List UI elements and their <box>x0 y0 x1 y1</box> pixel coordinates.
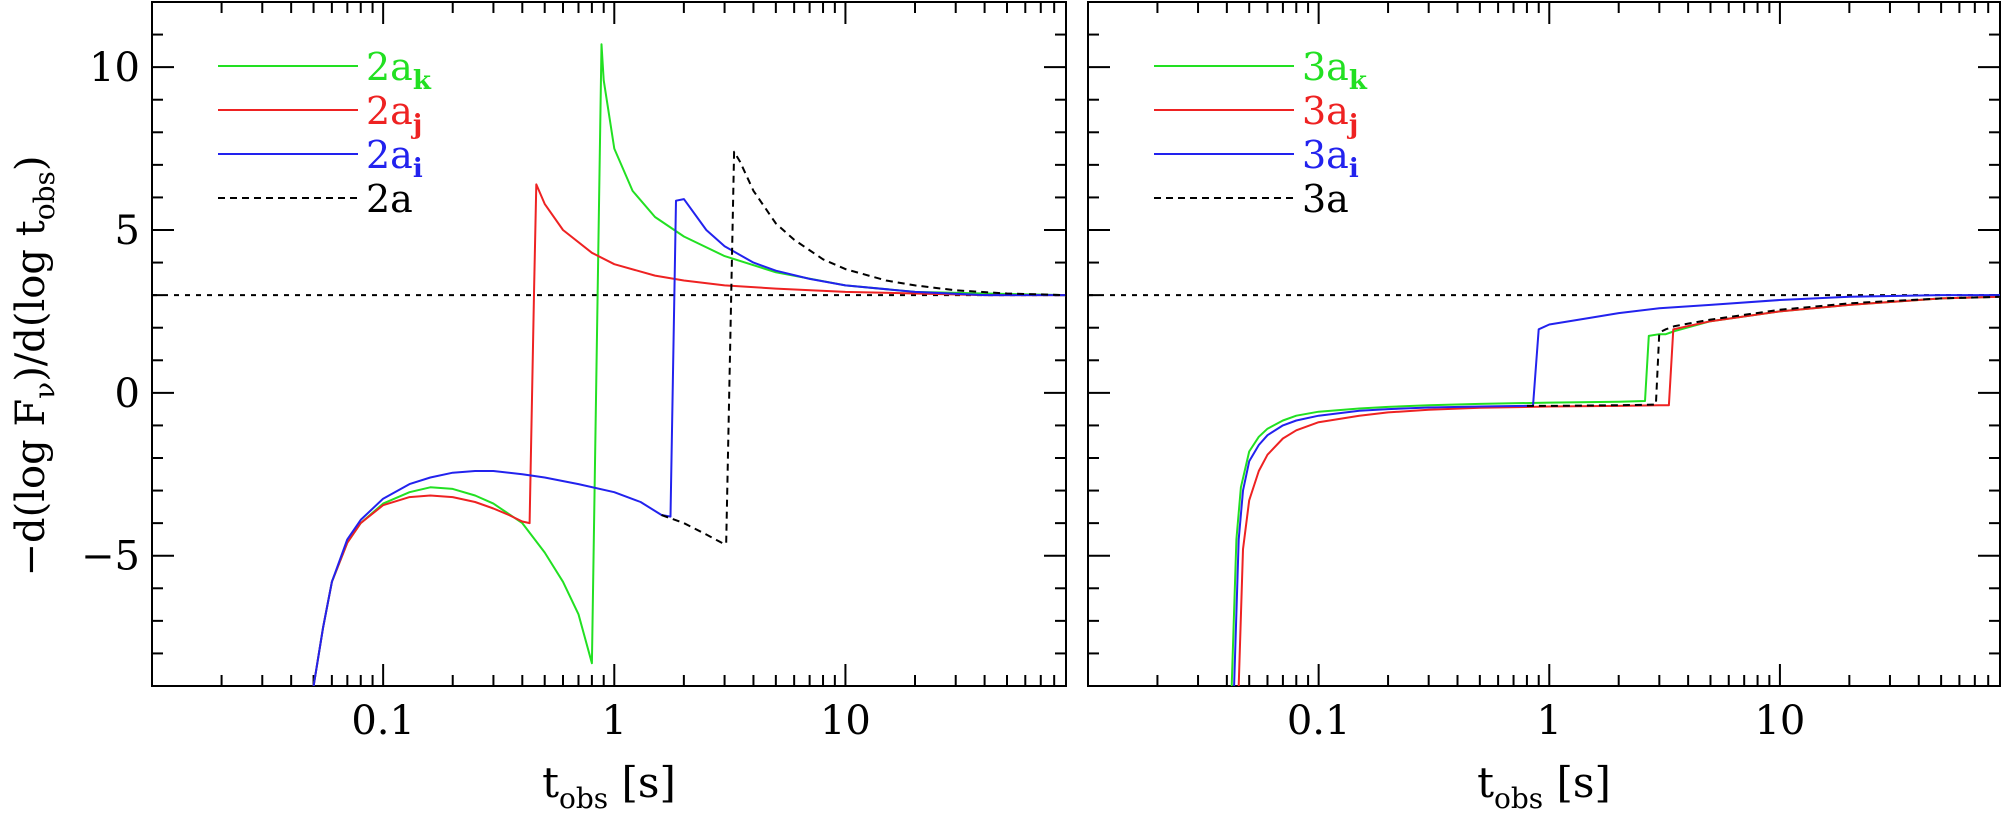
left-series-line-2a <box>661 150 1066 546</box>
right-plot-frame <box>1087 1 2001 687</box>
right-x-tick-label: 1 <box>1537 698 1562 744</box>
right-series-line-3ai <box>1233 294 2000 686</box>
right-x-tick-label: 10 <box>1754 698 1805 744</box>
left-y-tick-label: 5 <box>115 208 140 254</box>
left-y-tick-label: −5 <box>81 534 140 580</box>
left-y-tick-label: 10 <box>89 45 140 91</box>
left-x-tick-label: 1 <box>602 698 627 744</box>
right-series-group <box>1230 294 2000 686</box>
left-series-line-2ak <box>312 43 1066 686</box>
left-y-tick-label: 0 <box>115 371 140 417</box>
left-legend-label: 2a <box>366 177 413 221</box>
right-series-line-3a <box>1526 295 2000 407</box>
right-legend-label: 3aj <box>1302 89 1358 140</box>
left-legend-label: 2ak <box>366 45 432 96</box>
right-series-line-3aj <box>1237 295 2000 686</box>
left-legend-label: 2ai <box>366 133 423 184</box>
left-plot-frame <box>151 1 1067 687</box>
left-x-tick-label: 10 <box>820 698 871 744</box>
right-x-axis-label: tobs [s] <box>1477 758 1611 812</box>
right-legend-label: 3ai <box>1302 133 1359 184</box>
right-legend-label: 3a <box>1302 177 1349 221</box>
right-series-line-3ak <box>1230 295 2000 686</box>
left-series-line-2ai <box>312 198 1066 686</box>
left-legend-label: 2aj <box>366 89 422 140</box>
right-legend-label: 3ak <box>1302 45 1368 96</box>
right-x-tick-label: 0.1 <box>1287 698 1351 744</box>
y-axis-label: −d(log Fν)/d(log tobs) <box>8 155 61 576</box>
left-x-axis-label: tobs [s] <box>542 758 676 812</box>
left-series-group <box>312 43 1066 686</box>
left-x-tick-label: 0.1 <box>351 698 415 744</box>
left-series-line-2aj <box>312 183 1066 686</box>
